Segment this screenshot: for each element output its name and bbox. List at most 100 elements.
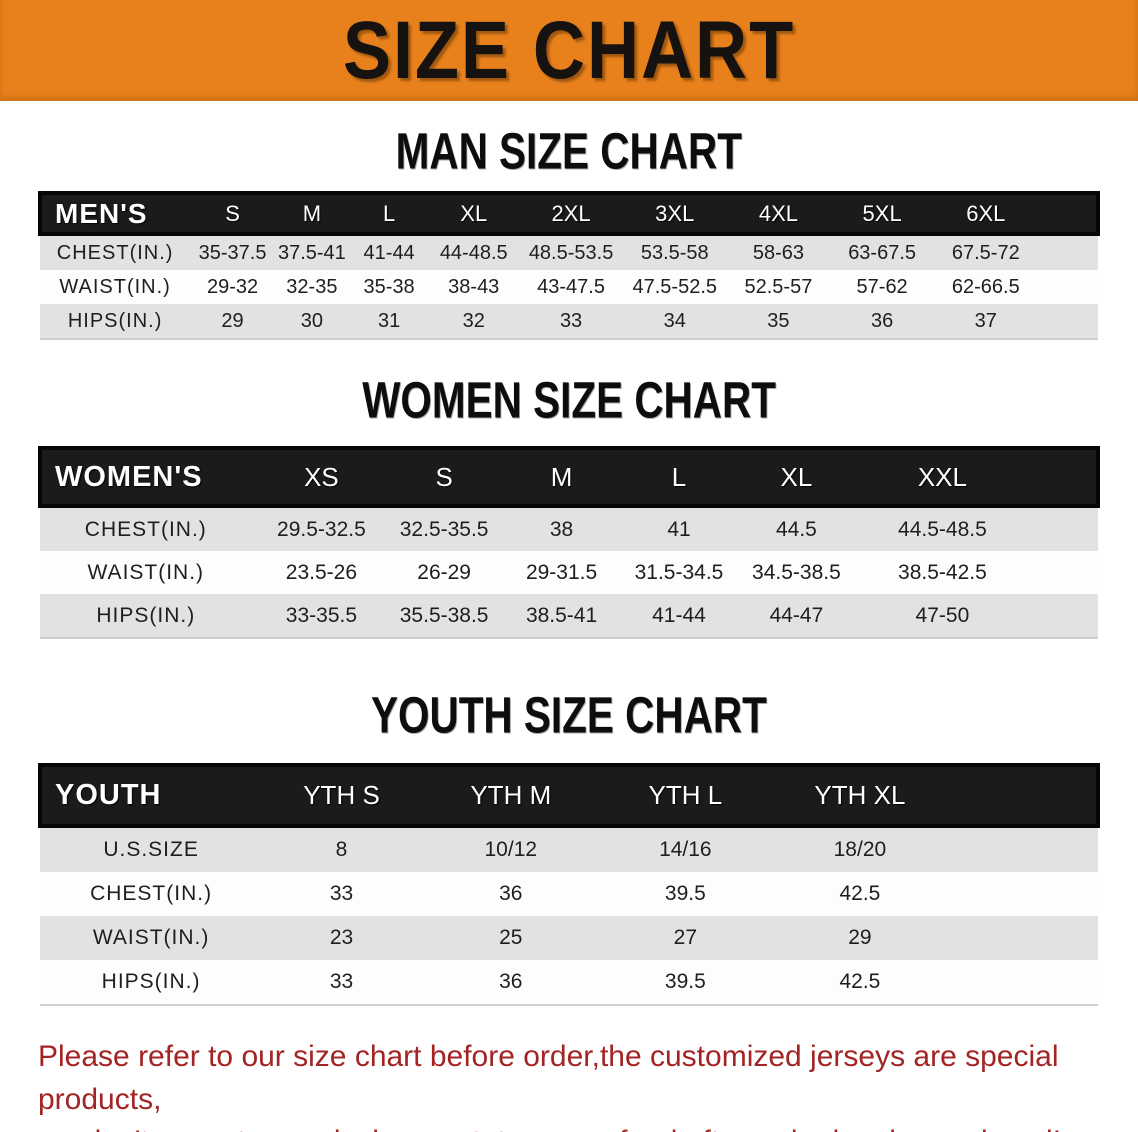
size-column-header: YTH XL [769,763,950,828]
measure-row-label: CHEST(IN.) [40,872,263,916]
size-column-header: M [274,191,349,236]
measure-row-label: WAIST(IN.) [40,551,252,594]
size-value-cell: 31 [348,304,430,340]
size-column-header: 2XL [518,191,624,236]
measure-row: HIPS(IN.) 33 36 39.5 42.5 [40,960,1098,1006]
size-value-cell: 18/20 [769,826,950,872]
size-column-header: XS [251,446,392,508]
size-value-cell: 8 [262,826,421,872]
size-value-cell: 29 [190,304,275,340]
size-column-header: S [391,446,498,508]
size-value-cell: 38-43 [429,270,519,304]
men-size-table: MEN'S S M L XL 2XL 3XL 4XL 5XL 6XL CHEST(IN.) 35-37… [37,191,1101,340]
size-value-cell: 37 [932,304,1039,340]
size-value-cell: 36 [420,960,601,1006]
size-column-header: 4XL [725,191,832,236]
measure-row-label: HIPS(IN.) [40,304,191,340]
row-filler-cell [1023,594,1098,639]
measure-row-label: HIPS(IN.) [40,960,263,1006]
size-column-header: YTH L [600,763,770,828]
size-column-header: XL [731,446,861,508]
measure-row-label: WAIST(IN.) [40,916,263,960]
size-value-cell: 38.5-42.5 [860,551,1024,594]
size-value-cell: 29.5-32.5 [251,506,392,551]
size-value-cell: 44.5 [731,506,861,551]
women-table-wrap: WOMEN'S XS S M L XL XXL CHEST(IN.) 29.5-32.5 32.5… [38,446,1101,639]
measure-row: U.S.SIZE 8 10/12 14/16 18/20 [40,826,1098,872]
size-value-cell: 38.5-41 [497,594,627,639]
measure-row-label: HIPS(IN.) [40,594,252,639]
size-value-cell: 30 [274,304,349,340]
size-value-cell: 29-32 [190,270,275,304]
size-value-cell: 35.5-38.5 [391,594,498,639]
row-filler-cell [1023,551,1098,594]
measure-row: WAIST(IN.) 29-32 32-35 35-38 38-43 43-47.5 47.… [40,270,1098,304]
size-value-cell: 57-62 [831,270,933,304]
header-filler-cell [1023,446,1101,508]
size-column-header: L [626,446,732,508]
measure-row: WAIST(IN.) 23 25 27 29 [40,916,1098,960]
size-column-header: XXL [860,446,1024,508]
banner: SIZE CHART [0,0,1138,101]
section-title-women-text: WOMEN SIZE CHART [362,371,776,429]
size-value-cell: 33 [262,960,421,1006]
size-value-cell: 52.5-57 [725,270,832,304]
size-value-cell: 47-50 [860,594,1024,639]
women-size-table: WOMEN'S XS S M L XL XXL CHEST(IN.) 29.5-32.5 32.5… [38,446,1101,639]
size-value-cell: 44-48.5 [429,234,519,270]
size-value-cell: 31.5-34.5 [626,551,732,594]
size-value-cell: 35-37.5 [190,234,275,270]
size-value-cell: 42.5 [769,960,950,1006]
disclaimer: Please refer to our size chart before or… [38,1036,1100,1132]
header-filler-cell [949,763,1101,828]
header-filler-cell [1038,191,1101,236]
size-column-header: 6XL [932,191,1039,236]
size-value-cell: 14/16 [600,826,770,872]
section-title-youth-text: YOUTH SIZE CHART [371,686,767,744]
size-column-header: 3XL [623,191,726,236]
size-value-cell: 27 [600,916,770,960]
group-label: WOMEN'S [38,446,252,508]
size-column-header: 5XL [831,191,933,236]
size-value-cell: 41-44 [626,594,732,639]
size-column-header: M [497,446,627,508]
size-value-cell: 44-47 [731,594,861,639]
measure-row: CHEST(IN.) 33 36 39.5 42.5 [40,872,1098,916]
size-value-cell: 42.5 [769,872,950,916]
size-value-cell: 32 [429,304,519,340]
disclaimer-line-2: we don't accept cancel, change, teturn o… [38,1121,1100,1132]
size-value-cell: 29-31.5 [497,551,627,594]
row-filler-cell [949,826,1098,872]
measure-row-label: CHEST(IN.) [40,234,191,270]
size-value-cell: 39.5 [600,872,770,916]
size-value-cell: 37.5-41 [274,234,349,270]
section-title-youth: YOUTH SIZE CHART [0,686,1138,744]
youth-table-wrap: YOUTH YTH S YTH M YTH L YTH XL U.S.SIZE 8 10/12… [37,763,1101,1006]
size-value-cell: 58-63 [725,234,832,270]
size-value-cell: 36 [831,304,933,340]
size-value-cell: 48.5-53.5 [518,234,624,270]
section-title-men-text: MAN SIZE CHART [395,122,743,180]
men-table-wrap: MEN'S S M L XL 2XL 3XL 4XL 5XL 6XL CHEST(IN.) 35-37… [37,191,1101,340]
row-filler-cell [949,916,1098,960]
size-value-cell: 26-29 [391,551,498,594]
youth-size-table: YOUTH YTH S YTH M YTH L YTH XL U.S.SIZE 8 10/12… [37,763,1101,1006]
size-value-cell: 32-35 [274,270,349,304]
size-value-cell: 44.5-48.5 [860,506,1024,551]
size-column-header: YTH M [420,763,601,828]
size-column-header: S [190,191,275,236]
measure-row: HIPS(IN.) 29 30 31 32 33 34 35 36 37 [40,304,1098,340]
size-value-cell: 34 [623,304,726,340]
size-value-cell: 35 [725,304,832,340]
size-value-cell: 23.5-26 [251,551,392,594]
measure-row-label: U.S.SIZE [40,826,263,872]
size-header-row: YOUTH YTH S YTH M YTH L YTH XL [37,763,1101,828]
disclaimer-line-1: Please refer to our size chart before or… [38,1040,1059,1116]
size-value-cell: 53.5-58 [623,234,726,270]
size-value-cell: 25 [420,916,601,960]
banner-title: SIZE CHART [342,4,796,96]
size-column-header: L [348,191,430,236]
section-title-men: MAN SIZE CHART [0,122,1138,180]
size-value-cell: 23 [262,916,421,960]
